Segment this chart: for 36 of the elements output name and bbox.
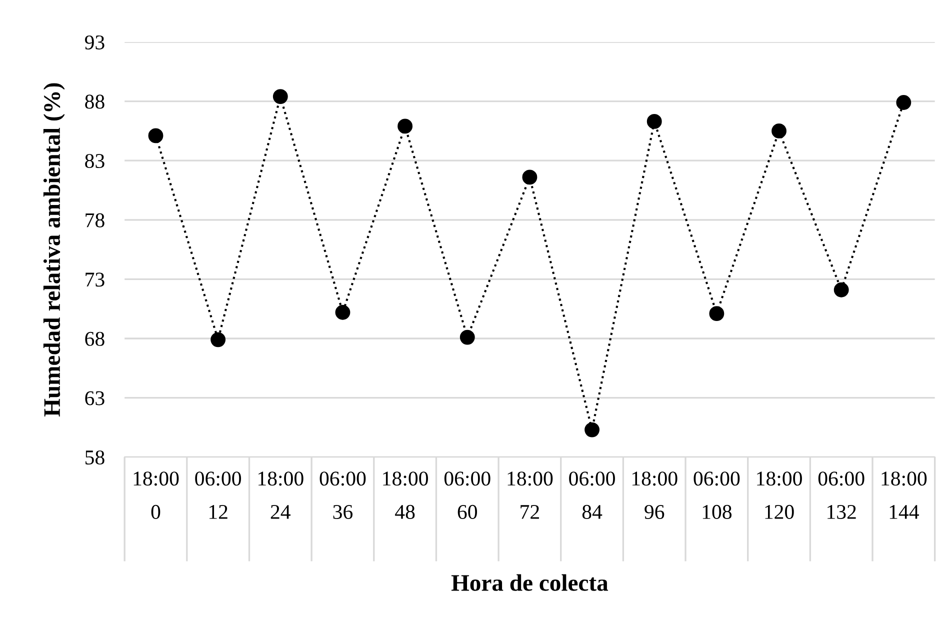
point	[584, 422, 600, 438]
y-tick-label: 83	[85, 154, 104, 168]
y-axis-title: Humedad relativa ambiental (%)	[43, 83, 65, 416]
point	[148, 128, 164, 144]
x-tick-label: 06:00 36	[320, 472, 366, 519]
x-tick-label: 18:00 120	[757, 472, 802, 519]
y-tick-label: 88	[85, 94, 104, 109]
point	[896, 95, 912, 110]
y-tick-label: 58	[86, 450, 104, 465]
x-tick-label: 18:00 144	[882, 472, 927, 519]
point	[646, 114, 662, 129]
x-tick-label: 06:00 84	[569, 472, 615, 519]
x-tick-label: 18:00 24	[258, 472, 304, 519]
y-tick-label: 68	[85, 332, 104, 346]
point	[210, 332, 226, 348]
point	[522, 170, 538, 185]
point	[335, 304, 350, 320]
x-tick-label: 06:00 108	[694, 472, 740, 519]
y-tick-label: 93	[84, 35, 104, 50]
x-axis-title: Hora de colecta	[451, 574, 608, 591]
x-tick-label: 06:00 60	[444, 472, 490, 519]
x-tick-label: 18:00 72	[508, 472, 553, 519]
point	[709, 306, 724, 322]
x-tick-label: 18:00 0	[134, 472, 179, 519]
point	[772, 123, 786, 138]
x-tick-label: 06:00 132	[818, 472, 864, 519]
x-tick-label: 18:00 48	[383, 472, 428, 519]
point	[272, 89, 288, 104]
y-tick-label: 78	[86, 213, 104, 228]
x-tick-label: 18:00 96	[632, 472, 678, 519]
y-tick-label: 63	[85, 391, 104, 406]
point	[834, 282, 849, 298]
y-tick-label: 73	[86, 272, 104, 287]
x-tick-label: 06:00 12	[195, 472, 242, 519]
point	[460, 330, 475, 345]
point	[398, 118, 413, 134]
